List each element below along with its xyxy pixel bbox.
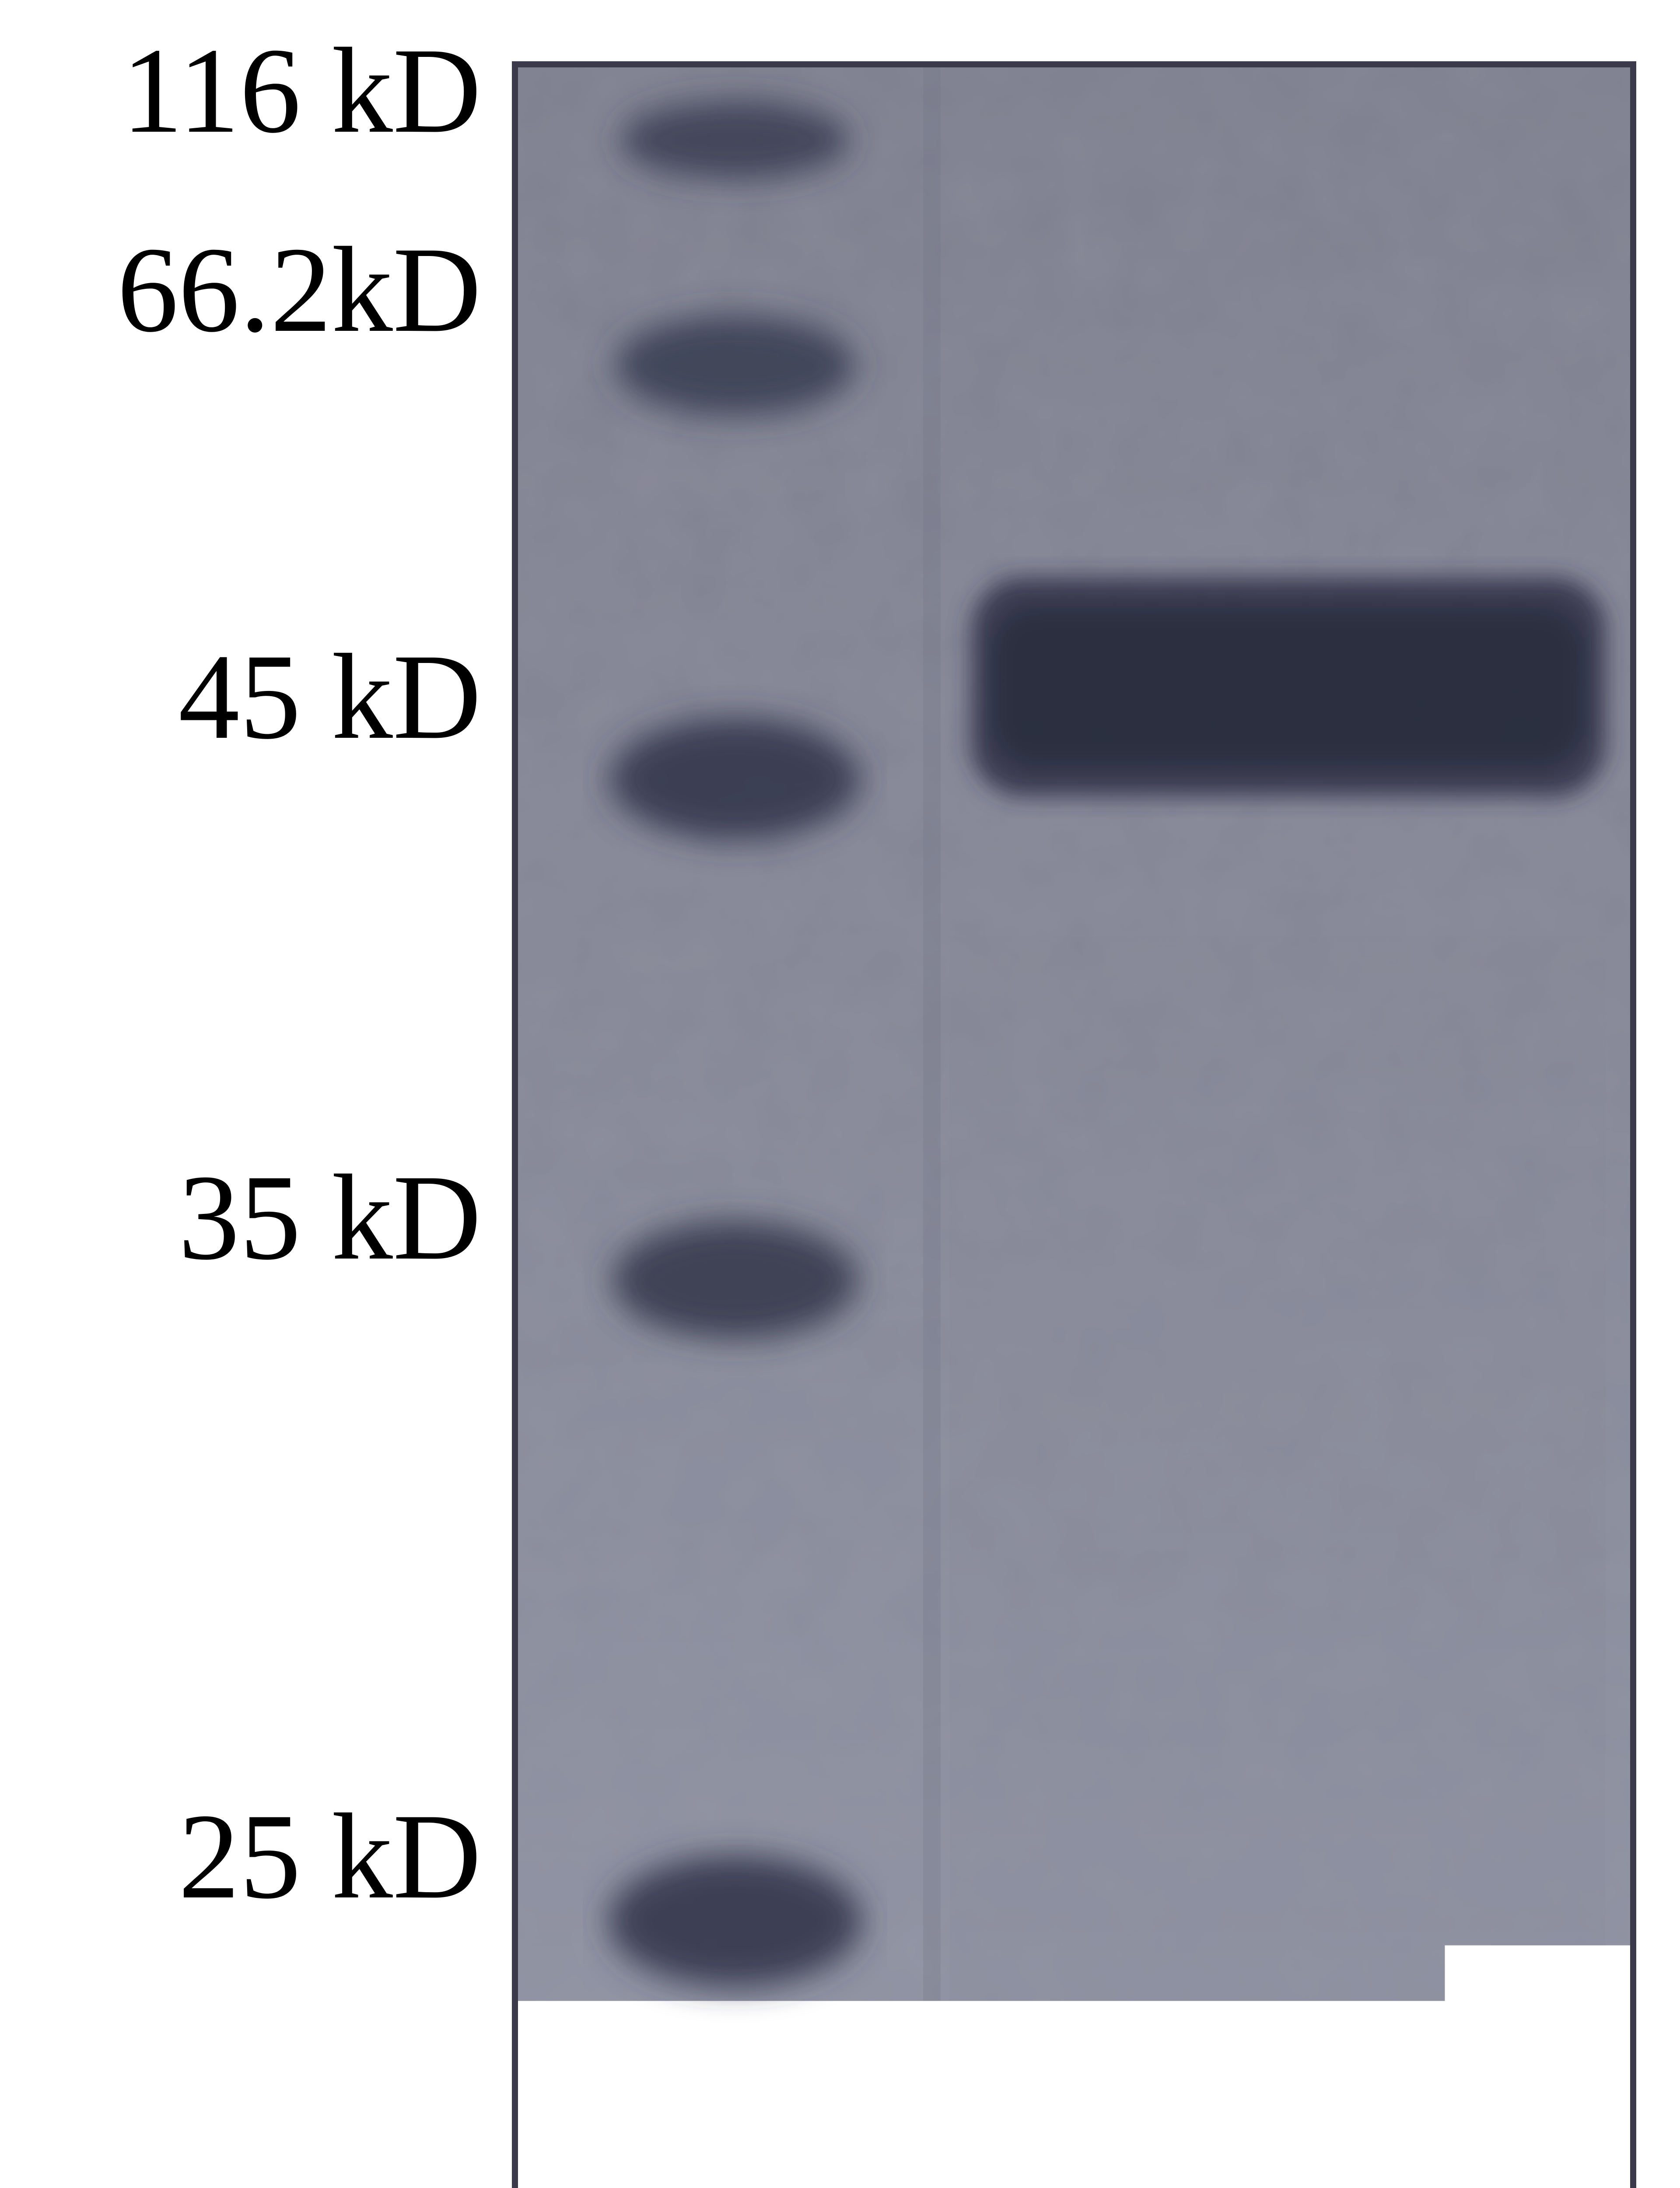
molecular-weight-labels: 116 kD 66.2kD 45 kD 35 kD 25 kD 18 kD 14… bbox=[0, 0, 512, 2188]
label-45kd: 45 kD bbox=[0, 626, 481, 767]
label-35kd: 35 kD bbox=[0, 1147, 481, 1288]
label-116kd: 116 kD bbox=[0, 20, 481, 161]
gel-border bbox=[512, 61, 1636, 2188]
label-25kd: 25 kD bbox=[0, 1785, 481, 1927]
label-66kd: 66.2kD bbox=[0, 219, 481, 360]
